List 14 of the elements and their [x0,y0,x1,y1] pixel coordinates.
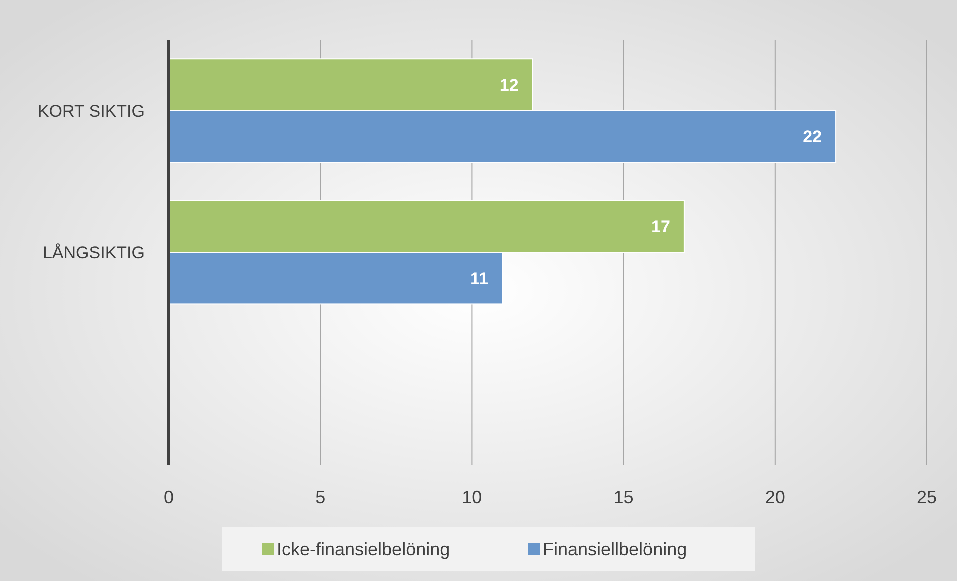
legend-label: Icke-finansielbelöning [277,539,450,560]
y-tick-label: KORT SIKTIG [38,102,145,121]
x-tick-label: 10 [462,487,482,508]
data-label: 17 [652,218,670,237]
text: Finansiellbelöning [543,539,688,560]
data-label: 22 [803,128,822,147]
data-label: 12 [500,76,519,95]
x-tick-label: 5 [316,487,326,508]
data-label: 11 [470,269,489,288]
x-tick-label: 20 [765,487,786,508]
x-tick-label: 0 [164,487,174,508]
y-tick-label: LÅNGSIKTIG [42,243,145,262]
x-tick-label: 15 [614,487,634,508]
x-tick-label: 25 [916,487,938,508]
